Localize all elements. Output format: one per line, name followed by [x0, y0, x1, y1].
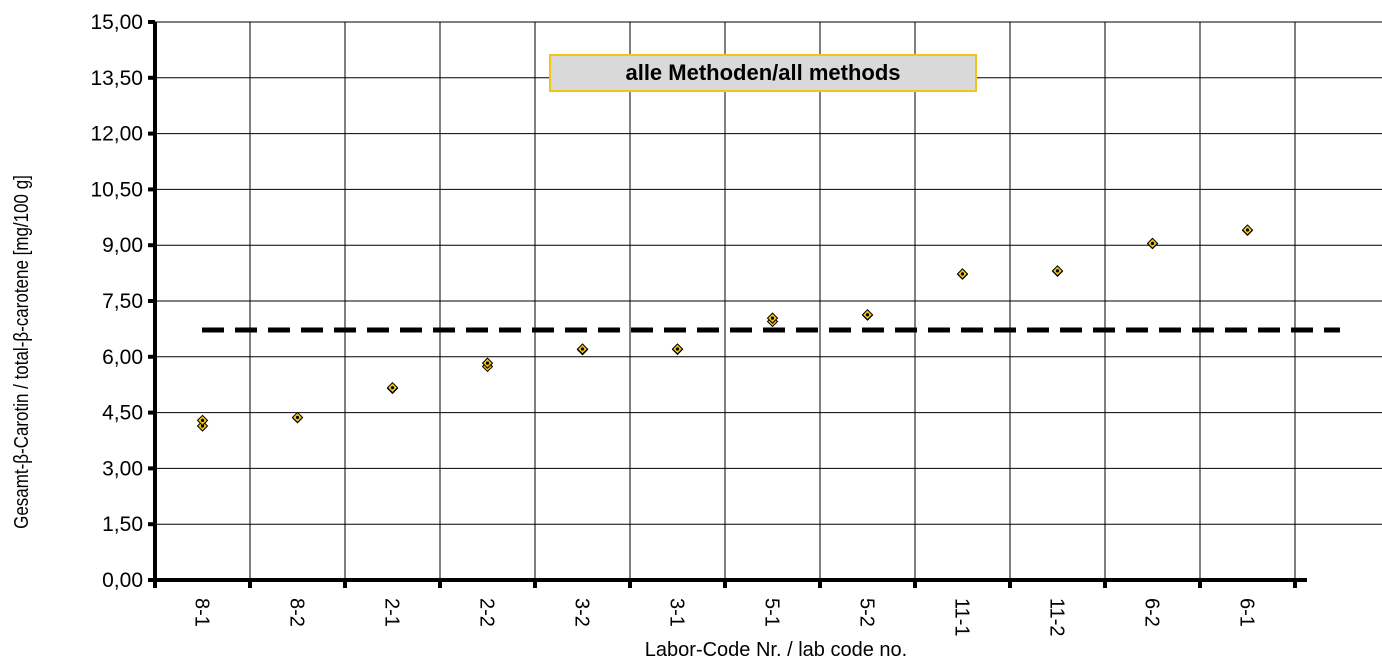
y-tick-label: 1,50 — [102, 513, 143, 536]
y-tick-label: 4,50 — [102, 402, 143, 425]
x-ticks: 8-1 8-2 2-1 2-2 3-2 3-1 5-1 5-2 11-1 11-2 6-2 6-1 — [153, 580, 1297, 637]
x-tick-label: 8-2 — [286, 598, 308, 627]
data-points — [196, 224, 1254, 432]
data-point-center — [200, 418, 205, 423]
y-axis-label: Gesamt-β-Carotin / total-β-carotene [mg/… — [10, 175, 33, 529]
x-tick-label: 2-1 — [381, 598, 403, 627]
y-tick-label: 15,00 — [90, 11, 143, 34]
y-tick-label: 0,00 — [102, 569, 143, 592]
chart-title: alle Methoden/all methods — [549, 54, 977, 92]
x-tick-label: 8-1 — [191, 598, 213, 627]
grid — [155, 21, 1382, 580]
x-tick-label: 5-2 — [856, 598, 878, 627]
y-tick-label: 7,50 — [102, 290, 143, 313]
data-point-center — [1055, 269, 1060, 273]
data-point-center — [390, 386, 395, 390]
data-point-center — [1245, 228, 1250, 232]
x-tick-label: 3-2 — [571, 598, 593, 627]
data-point-center — [485, 361, 490, 365]
y-tick-label: 6,00 — [102, 346, 143, 369]
x-tick-label: 5-1 — [761, 598, 783, 627]
data-point-center — [770, 316, 775, 320]
data-point-center — [675, 347, 680, 351]
x-tick-label: 6-1 — [1236, 598, 1258, 627]
y-tick-label: 3,00 — [102, 457, 143, 480]
x-tick-label: 3-1 — [666, 598, 688, 627]
x-tick-label: 11-2 — [1046, 598, 1068, 637]
y-tick-label: 13,50 — [90, 67, 143, 90]
y-tick-label: 9,00 — [102, 234, 143, 257]
axes — [153, 22, 1307, 582]
data-point-center — [295, 415, 300, 420]
x-axis-label: Labor-Code Nr. / lab code no. — [645, 639, 907, 661]
data-point-center — [1150, 241, 1155, 245]
data-point-center — [580, 347, 585, 351]
data-point-center — [960, 272, 965, 276]
x-tick-label: 6-2 — [1141, 598, 1163, 627]
y-tick-label: 10,50 — [90, 178, 143, 201]
x-tick-label: 11-1 — [951, 598, 973, 637]
y-tick-label: 12,00 — [90, 123, 143, 146]
data-point-center — [865, 313, 870, 317]
y-ticks: 0,00 1,50 3,00 4,50 6,00 7,50 9,00 10,50 12,00 13… — [90, 11, 155, 592]
x-tick-label: 2-2 — [476, 598, 498, 627]
